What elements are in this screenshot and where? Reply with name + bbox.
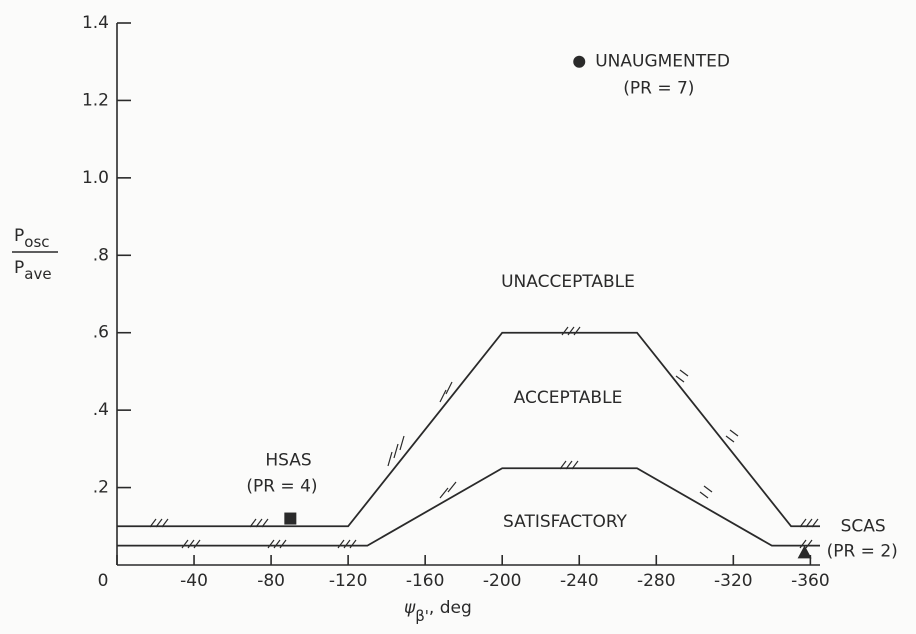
- x-tick-label: -80: [257, 571, 285, 591]
- boundary-line: [117, 467, 820, 547]
- point: [284, 512, 297, 525]
- y-tick-label: 1.4: [82, 13, 109, 33]
- y-tick-label: .8: [93, 245, 109, 265]
- x-tick-label: -240: [560, 571, 599, 591]
- x-tick-label: -120: [329, 571, 368, 591]
- y-label-denominator: Pave: [14, 258, 52, 283]
- region-label: ACCEPTABLE: [514, 388, 623, 408]
- x-tick-label: -160: [406, 571, 445, 591]
- region-label: SATISFACTORY: [503, 512, 628, 532]
- x-tick-label: -200: [483, 571, 522, 591]
- x-axis-label: ψβ', deg: [404, 598, 472, 625]
- boundary-line: [117, 331, 820, 528]
- point-label: UNAUGMENTED: [595, 52, 730, 72]
- y-axis-label: Posc Pave: [12, 226, 58, 283]
- x-tick-label: -320: [714, 571, 753, 591]
- point-note: (PR = 2): [827, 541, 898, 561]
- point-label: SCAS: [841, 516, 886, 536]
- x-tick-label: -360: [791, 571, 830, 591]
- point-note: (PR = 7): [623, 79, 694, 99]
- point-label: HSAS: [265, 451, 311, 471]
- y-tick-label: .2: [93, 478, 109, 498]
- hatching: [149, 326, 819, 549]
- x-tick-label: -280: [637, 571, 676, 591]
- y-tick-label: .6: [93, 323, 109, 343]
- y-tick-label: .4: [93, 400, 109, 420]
- point-note: (PR = 4): [246, 477, 317, 497]
- y-tick-label: 1.0: [82, 168, 109, 188]
- y-label-numerator: Posc: [14, 226, 50, 251]
- region-label: UNACCEPTABLE: [501, 272, 635, 292]
- y-tick-label: 1.2: [82, 90, 109, 110]
- x-tick-label: -40: [180, 571, 208, 591]
- point: [797, 545, 812, 559]
- x-tick-label: 0: [98, 571, 109, 591]
- point: [573, 55, 586, 68]
